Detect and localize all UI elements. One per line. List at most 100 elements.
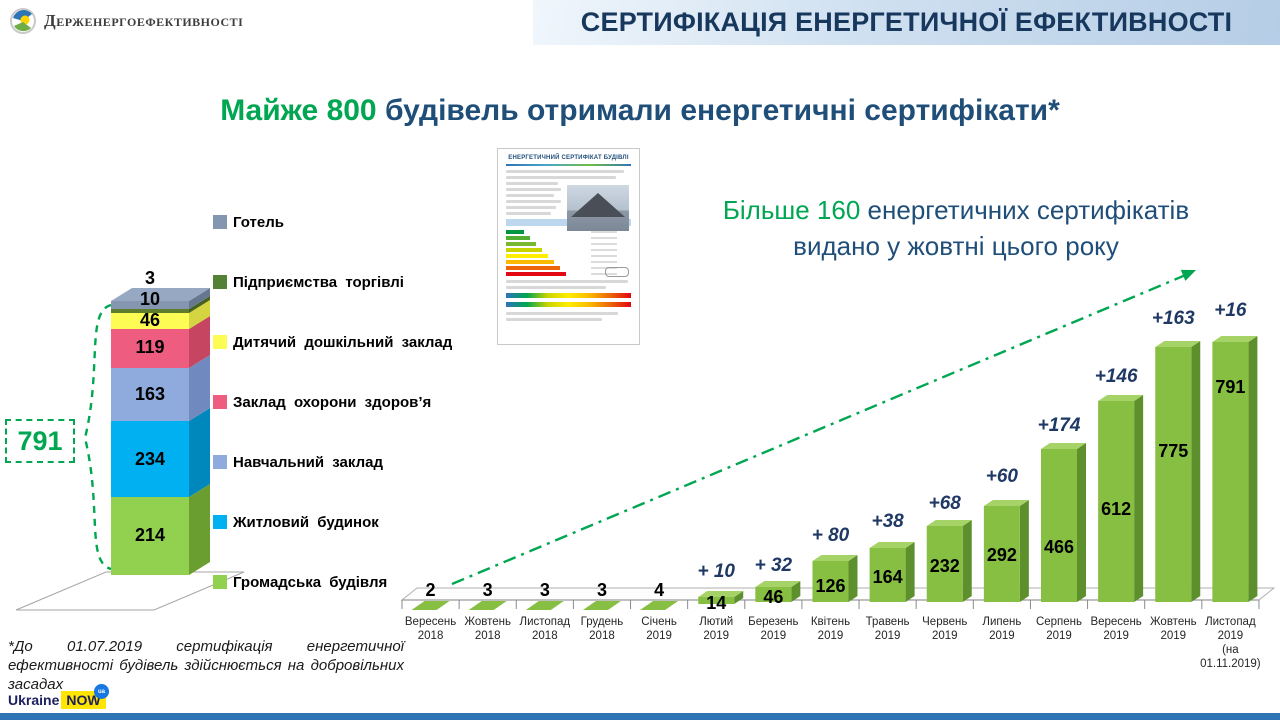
stacked-chart-floor — [15, 571, 245, 611]
month-label-14-1: 2019 — [1218, 630, 1244, 642]
month-label-13-0: Жовтень — [1150, 616, 1197, 628]
page-title: Майже 800 будівель отримали енергетичні … — [0, 94, 1280, 128]
energy-bar-f — [506, 260, 554, 264]
bar-10 — [983, 506, 1020, 602]
energy-bar-g — [506, 266, 560, 270]
energy-row-text — [591, 230, 617, 234]
certificate-energy-row — [506, 242, 631, 246]
bar-value-0: 2 — [426, 580, 436, 600]
stacked-segment-side-5 — [189, 296, 210, 313]
bar-side-5 — [734, 591, 744, 604]
bar-value-9: 232 — [930, 556, 960, 576]
month-label-5-0: Лютий — [699, 616, 733, 628]
certificate-scale-bar — [506, 302, 631, 307]
month-label-4-1: 2019 — [646, 630, 672, 642]
total-brace — [83, 303, 112, 571]
bar-top-5 — [698, 591, 744, 597]
energy-row-text — [591, 248, 617, 252]
legend-swatch — [213, 275, 227, 289]
month-label-8-0: Травень — [866, 616, 910, 628]
legend-label: Підприємства торгівлі — [233, 273, 404, 291]
month-label-3-0: Грудень — [581, 616, 624, 628]
legend-label: Готель — [233, 213, 284, 231]
stacked-segment-value-5: 10 — [140, 289, 160, 309]
legend-item-1: Підприємства торгівлі — [213, 273, 404, 291]
stacked-segment-value-3: 119 — [135, 337, 164, 357]
delta-label-7: + 80 — [812, 525, 850, 546]
certificate-scale-bar — [506, 293, 631, 298]
month-label-4-0: Січень — [641, 616, 677, 628]
legend-label: Дитячий дошкільний заклад — [233, 333, 453, 351]
month-label-1-1: 2018 — [475, 630, 501, 642]
month-label-0-0: Вересень — [405, 616, 456, 628]
bar-side-6 — [791, 581, 801, 602]
month-label-13-1: 2019 — [1160, 630, 1186, 642]
agency-logo: Держенергоефективності — [10, 8, 243, 34]
certificate-energy-row — [506, 248, 631, 252]
stacked-segment-1 — [111, 421, 189, 497]
certificate-title: ЕНЕРГЕТИЧНИЙ СЕРТИФІКАТ БУДІВЛІ — [508, 155, 629, 161]
bar-value-5: 14 — [706, 593, 726, 613]
legend-label: Навчальний заклад — [233, 453, 383, 471]
bar-8 — [869, 548, 906, 602]
certificate-text-line — [506, 200, 561, 203]
bar-flat-4 — [640, 601, 679, 610]
month-label-3-1: 2018 — [589, 630, 615, 642]
certificate-energy-row — [506, 230, 631, 234]
certificate-text-line — [506, 280, 628, 283]
stacked-segment-4 — [111, 313, 189, 329]
month-label-1-0: Жовтень — [464, 616, 511, 628]
bar-5 — [698, 597, 735, 604]
stacked-segment-side-6 — [189, 288, 210, 309]
energy-bar-a — [506, 230, 524, 234]
month-label-12-0: Вересень — [1090, 616, 1141, 628]
energy-bar-h — [506, 272, 566, 276]
certificate-text-line — [506, 212, 551, 215]
bar-side-14 — [1248, 336, 1258, 602]
banner-title: СЕРТИФІКАЦІЯ ЕНЕРГЕТИЧНОЇ ЕФЕКТИВНОСТІ — [580, 7, 1233, 37]
bar-top-13 — [1155, 341, 1201, 347]
bar-value-3: 3 — [597, 580, 607, 600]
ukraine-now-word1: Ukraine — [8, 692, 60, 708]
legend-item-0: Готель — [213, 213, 284, 231]
bar-side-12 — [1134, 395, 1144, 602]
bar-top-14 — [1212, 336, 1258, 342]
stacked-segment-side-0 — [189, 484, 210, 575]
certificate-text-line — [506, 182, 558, 185]
legend-swatch — [213, 215, 227, 229]
page-title-highlight: Майже 800 — [220, 94, 377, 127]
legend-item-2: Дитячий дошкільний заклад — [213, 333, 452, 351]
month-label-5-1: 2019 — [703, 630, 729, 642]
legend-swatch — [213, 575, 227, 589]
bar-9 — [926, 526, 963, 602]
energy-row-text — [591, 260, 617, 264]
certificate-text-line — [506, 318, 602, 321]
bar-flat-3 — [582, 601, 621, 610]
delta-label-10: +60 — [986, 466, 1019, 487]
callout-text: Більше 160 енергетичних сертифікатів вид… — [660, 192, 1252, 264]
certificate-text-line — [506, 206, 556, 209]
bar-value-8: 164 — [873, 567, 903, 587]
month-label-10-1: 2019 — [989, 630, 1015, 642]
legend-swatch — [213, 335, 227, 349]
month-label-9-0: Червень — [922, 616, 967, 628]
bar-7 — [812, 561, 849, 602]
certificate-text-line — [506, 170, 624, 173]
bar-flat-2 — [525, 601, 564, 610]
bar-value-13: 775 — [1158, 441, 1188, 461]
energy-row-text — [591, 242, 617, 246]
bar-6 — [755, 587, 792, 602]
month-label-7-0: Квітень — [811, 616, 850, 628]
legend-item-4: Навчальний заклад — [213, 453, 383, 471]
stacked-segment-3 — [111, 329, 189, 368]
stacked-segment-value-0: 214 — [135, 525, 165, 545]
month-label-8-1: 2019 — [875, 630, 901, 642]
month-label-9-1: 2019 — [932, 630, 958, 642]
bar-value-7: 126 — [815, 576, 845, 596]
bar-side-11 — [1076, 443, 1086, 602]
legend-item-6: Громадська будівля — [213, 573, 387, 591]
energy-bar-c — [506, 242, 536, 246]
month-label-14-3: 01.11.2019) — [1200, 658, 1261, 670]
agency-logo-icon — [10, 8, 36, 34]
monthly-bar-chart: 2 Вересень 2018 3 Жовтень 2018 3 Листопад 2018 3 Г… — [401, 300, 1261, 670]
